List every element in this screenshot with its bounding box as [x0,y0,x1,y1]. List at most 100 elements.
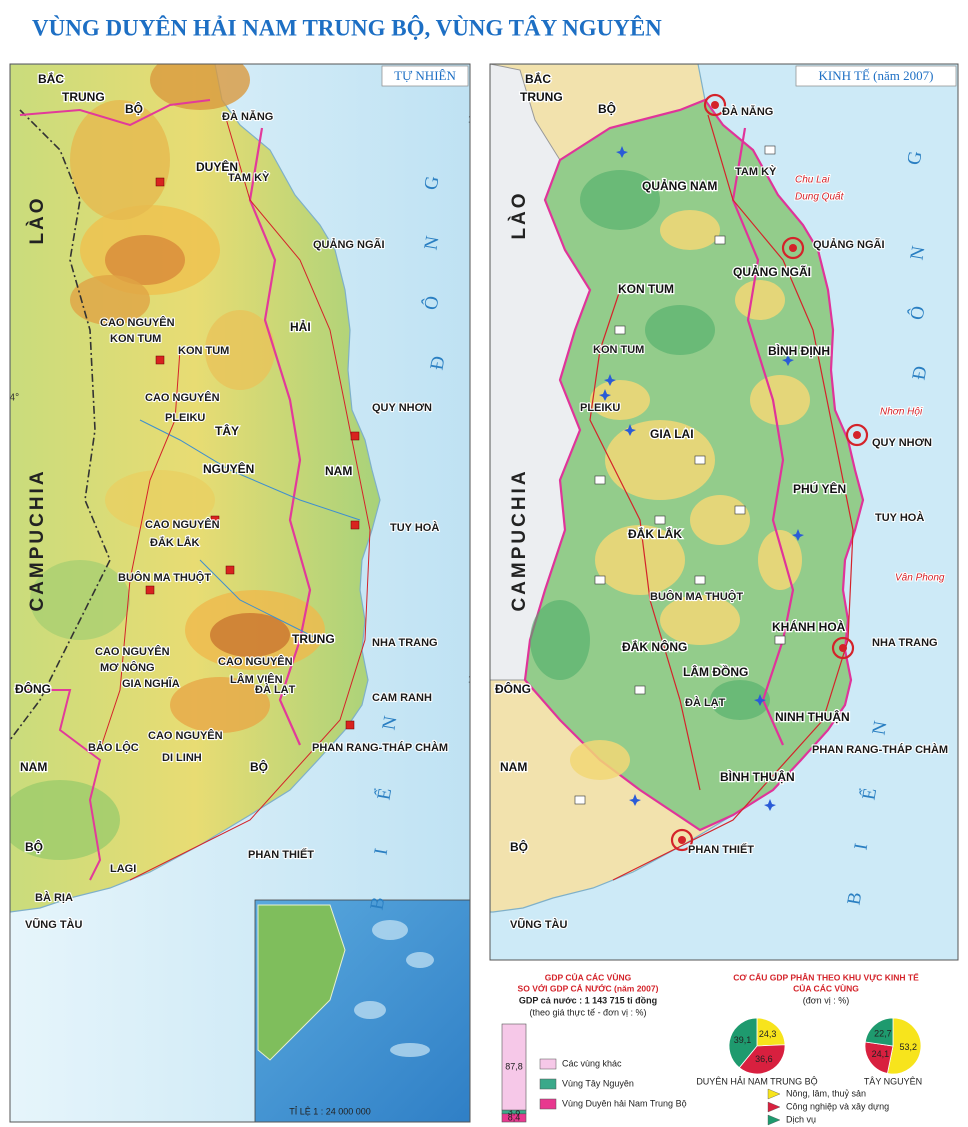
pie-value-label: 22,7 [874,1029,892,1039]
place-label: GIA LAI [650,427,694,441]
bar-value-label: 3,8 [508,1106,521,1116]
place-label: DUYÊN [196,159,238,174]
legend-marker [767,1114,781,1126]
place-label: PLEIKU [580,402,620,414]
agriculture-area [660,595,740,645]
economic-symbol [734,505,746,515]
place-label: CAO NGUYÊN [145,518,220,531]
mineral-symbol [225,565,235,575]
hydropower-symbol [782,354,794,366]
forest-area [580,170,660,230]
sea-letter: Ô [420,294,444,311]
forest-area [710,680,770,720]
place-label: TUY HOÀ [875,511,924,524]
industrial-centre-core [678,836,686,844]
legend-swatch [539,1078,557,1090]
terrain [10,780,120,860]
hydropower-symbol [624,424,636,436]
pie-name: DUYÊN HẢI NAM TRUNG BỘ [696,1075,817,1086]
country-label: CAMPUCHIA [27,468,48,611]
industrial-centre-core [839,644,847,652]
pie-value-label: 24,3 [759,1029,777,1039]
industrial-centre [831,636,855,660]
natural-map-frame [9,63,471,1123]
inset-islands [354,1001,386,1019]
place-label: TRUNG [520,90,563,104]
place-label: TUY HOÀ [390,521,439,534]
terrain [150,64,250,110]
sea-letter: I [371,847,393,857]
place-label: NGUYÊN [203,461,254,476]
economic-symbol [654,515,666,525]
agriculture-area [750,375,810,425]
place-label: QUẢNG NGÃI [813,238,885,251]
pie-value-label: 53,2 [900,1042,918,1052]
agriculture-area [735,280,785,320]
pie-slice [728,1017,758,1069]
terrain [105,470,215,530]
sea-letter: N [907,244,930,261]
place-label: BỘ [250,759,268,774]
place-label: PHÚ YÊN [793,481,846,496]
economic-symbol [714,235,726,245]
agriculture-area [758,530,802,590]
place-label: LAGI [110,863,136,875]
mineral-symbol [145,585,155,595]
place-label: BỘ [25,839,43,854]
panel-label-box [381,65,469,87]
place-label: ĐÀ LẠT [685,696,726,709]
place-label: KON TUM [593,344,644,356]
economic-symbol [574,795,586,805]
economic-symbol [764,145,776,155]
economic-symbol [694,455,706,465]
panel-label: KINH TẾ (năm 2007) [819,68,934,83]
agriculture-area [590,380,650,420]
economic-symbol [774,635,786,645]
economic-symbol [594,575,606,585]
road [129,114,371,881]
port-label: Chu Lai [795,175,830,186]
place-label: KON TUM [618,282,674,296]
country-label: LÀO [26,195,48,244]
place-label: ĐÀ LẠT [255,683,296,696]
place-label: MƠ NÔNG [100,661,155,674]
place-label: NHA TRANG [872,637,938,649]
graticule-label: 14° [4,393,19,404]
economic-symbol [594,475,606,485]
place-label: VŨNG TÀU [510,918,568,931]
sea-letter: Đ [427,354,450,371]
road [589,289,701,791]
port-label: Dung Quất [795,191,845,203]
country-label: LÀO [508,190,530,239]
place-label: BẢO LỘC [88,741,139,754]
place-label: NINH THUẬN [775,709,850,724]
place-label: NAM [500,760,527,774]
river [199,559,321,641]
page-title: VÙNG DUYÊN HẢI NAM TRUNG BỘ, VÙNG TÂY NG… [32,14,662,40]
place-label: CAO NGUYÊN [145,391,220,404]
industrial-centre-core [711,101,719,109]
place-label: TRUNG [62,90,105,104]
chart-unit: (đơn vị : %) [803,995,849,1005]
hydropower-symbol [599,389,611,401]
legend-label: Các vùng khác [562,1058,622,1068]
place-label: TAM KỲ [228,171,270,184]
sea-letter: I [851,842,873,852]
forest-area [645,305,715,355]
sea-letter: Ô [906,304,930,321]
place-label: BÀ RỊA [35,891,73,904]
chart-title: CƠ CẤU GDP PHÂN THEO KHU VỰC KINH TẾ [733,971,919,982]
place-label: TAM KỲ [735,165,777,178]
sea-letter: N [379,714,402,731]
place-label: BỘ [125,101,143,116]
economic-map: BẮC TRUNG BỘ ĐÀ NẴNG TAM KỲ QUẢNG NAM QUẢNG NG… [490,64,958,960]
port-label: Vân Phong [895,573,945,584]
sea-letter: G [904,149,927,166]
terrain [105,235,185,285]
terrain [170,677,270,733]
road [612,114,854,881]
place-label: ĐÀ NẴNG [722,105,773,118]
place-label: NAM [20,760,47,774]
panel-label-box [795,65,957,87]
